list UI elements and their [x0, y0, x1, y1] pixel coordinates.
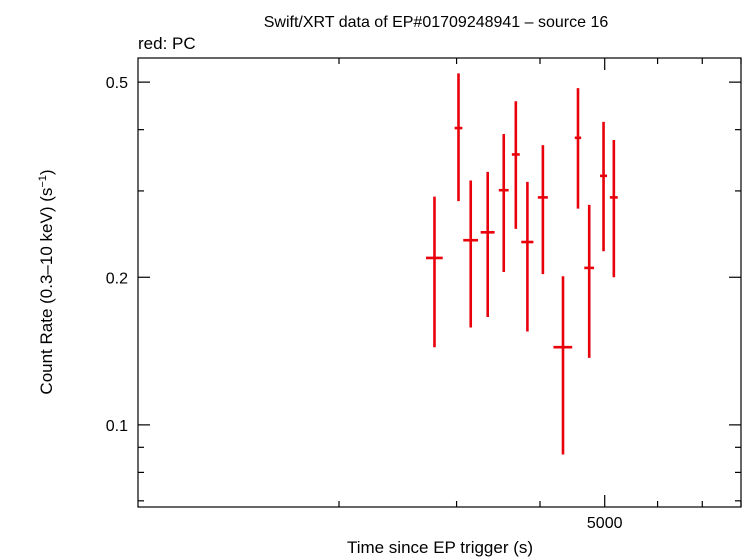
- y-tick-label: 0.1: [106, 418, 128, 435]
- x-tick-label: 5000: [587, 515, 623, 532]
- data-point: [600, 121, 608, 252]
- data-point: [454, 73, 463, 202]
- plot-frame: [137, 57, 742, 508]
- data-point: [584, 204, 595, 358]
- data-point: [511, 101, 520, 229]
- y-axis-label-main: Count Rate (0.3–10 keV) (s: [37, 188, 56, 395]
- data-point: [553, 276, 573, 455]
- data-points: [426, 73, 618, 455]
- y-tick-label: 0.2: [106, 270, 128, 287]
- y-tick-label: 0.5: [106, 75, 128, 92]
- data-point: [498, 133, 509, 273]
- y-axis-label-end: ): [37, 169, 56, 175]
- data-point: [609, 140, 618, 278]
- axis-tick-labels: 0.1 0.2 0.5 5000: [106, 75, 623, 532]
- data-point: [463, 180, 478, 328]
- chart-subtitle: red: PC: [138, 34, 196, 53]
- x-axis-label: Time since EP trigger (s): [347, 538, 533, 557]
- axis-ticks: [138, 58, 742, 507]
- data-point: [574, 88, 582, 209]
- data-point: [521, 181, 534, 332]
- data-point: [426, 196, 443, 348]
- y-axis-label: Count Rate (0.3–10 keV) (s−1): [37, 169, 56, 394]
- data-point: [480, 171, 495, 317]
- y-axis-label-superscript: −1: [37, 175, 49, 188]
- chart-title: Swift/XRT data of EP#01709248941 – sourc…: [264, 14, 609, 31]
- data-point: [537, 145, 548, 275]
